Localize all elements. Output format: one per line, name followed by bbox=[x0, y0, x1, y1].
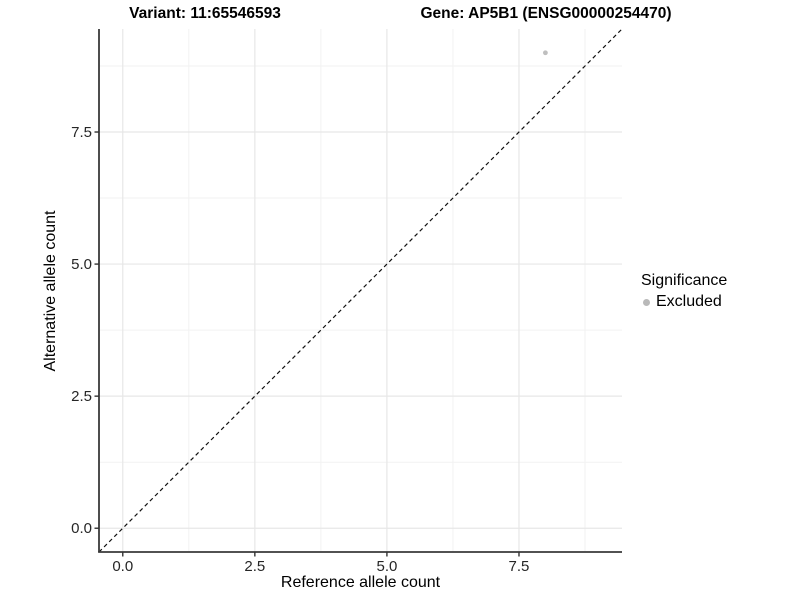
legend-title: Significance bbox=[641, 272, 728, 289]
x-tick-label: 0.0 bbox=[112, 558, 133, 575]
x-tick-label: 7.5 bbox=[509, 558, 530, 575]
x-tick-label: 2.5 bbox=[244, 558, 265, 575]
legend: Significance Excluded bbox=[641, 271, 727, 311]
x-axis-label: Reference allele count bbox=[280, 574, 441, 591]
data-point bbox=[542, 50, 548, 56]
identity-line bbox=[98, 28, 623, 553]
y-tick-label: 7.5 bbox=[71, 124, 92, 141]
y-tick-label: 0.0 bbox=[71, 520, 92, 537]
legend-point-icon bbox=[643, 298, 650, 306]
y-tick-label: 2.5 bbox=[71, 388, 92, 405]
plot-title-variant: Variant: 11:65546593 bbox=[129, 5, 281, 22]
legend-entry-label: Excluded bbox=[656, 293, 722, 310]
plot-title-gene: Gene: AP5B1 (ENSG00000254470) bbox=[420, 5, 672, 22]
legend-key bbox=[641, 295, 655, 309]
y-tick-label: 5.0 bbox=[71, 256, 92, 273]
y-axis-label: Alternative allele count bbox=[42, 210, 59, 372]
x-tick-label: 5.0 bbox=[376, 558, 397, 575]
legend-entry: Excluded bbox=[641, 293, 727, 311]
